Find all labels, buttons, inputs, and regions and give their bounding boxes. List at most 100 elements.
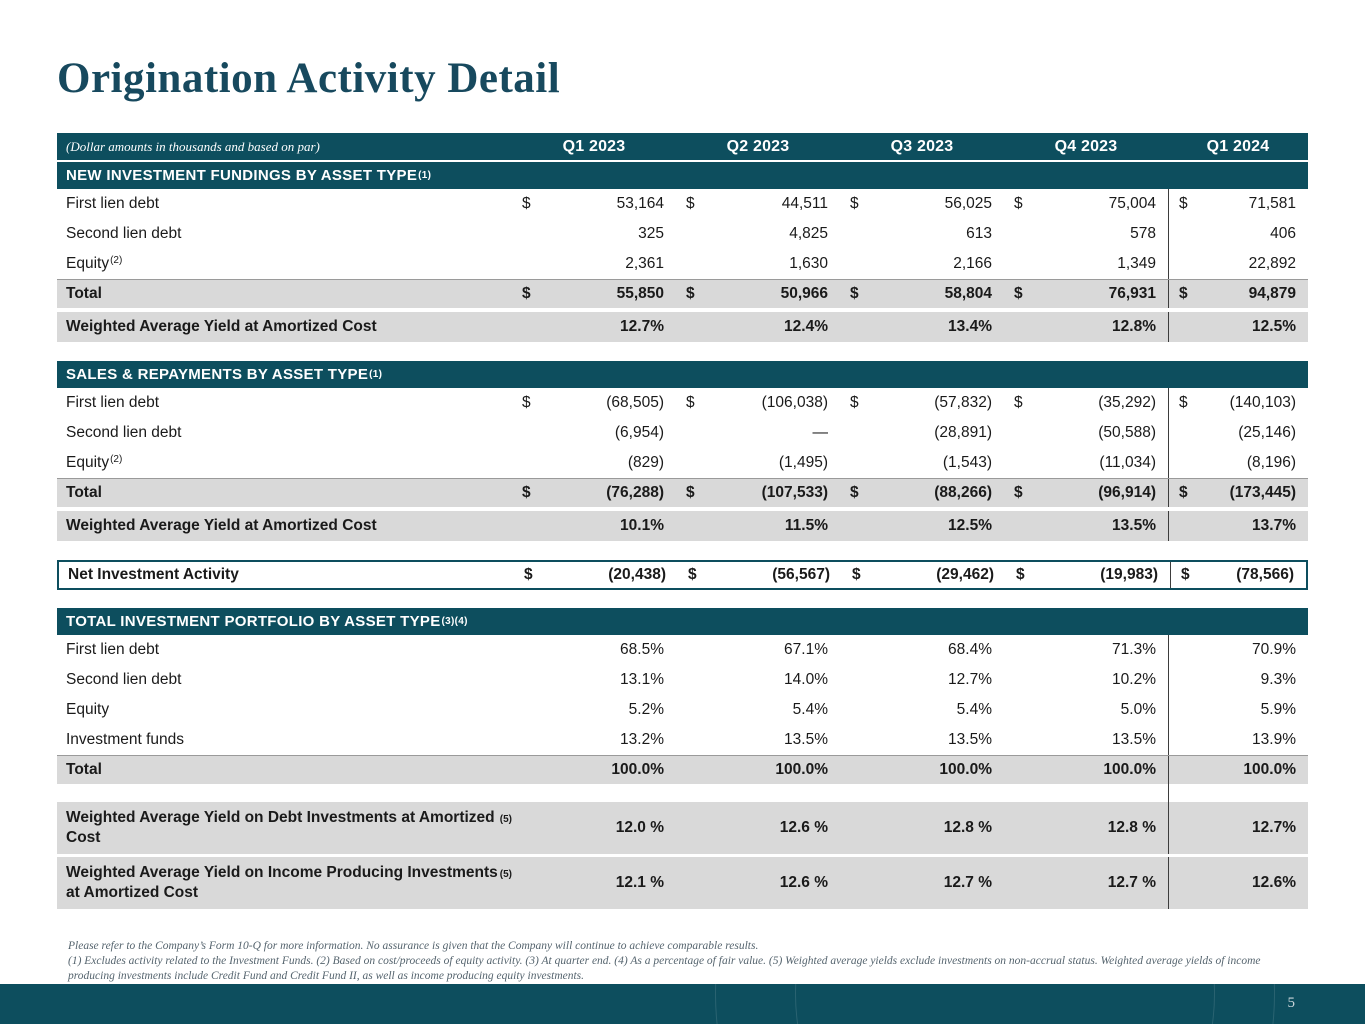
table-row: First lien debt $ (68,505) $ (106,038) $ (57,8…	[57, 388, 1308, 418]
value-cell: 4,825	[789, 225, 828, 242]
value-cell: 12.8%	[1112, 318, 1156, 335]
table-row: Total $55,850 $50,966 $58,804 $76,931 $94,879	[57, 279, 1308, 308]
table-header: (Dollar amounts in thousands and based o…	[57, 133, 1308, 160]
column-header: Q1 2023	[562, 137, 626, 155]
table-units-note: (Dollar amounts in thousands and based o…	[66, 138, 320, 154]
value-cell: 12.7%	[948, 671, 992, 688]
value-cell: 12.7 %	[1107, 874, 1156, 891]
table-section: SALES & REPAYMENTS BY ASSET TYPE (1) First…	[57, 361, 1308, 541]
row-label: Equity (2)	[66, 255, 123, 272]
row-label: Weighted Average Yield on Income Produci…	[66, 863, 512, 901]
row-label: Second lien debt	[66, 424, 182, 441]
section-heading: SALES & REPAYMENTS BY ASSET TYPE (1)	[57, 361, 1308, 388]
value-cell: $ (29,462)	[852, 566, 994, 583]
value-cell: 5.9%	[1168, 695, 1308, 725]
value-cell: 13.5%	[784, 731, 828, 748]
value-cell: $50,966	[686, 285, 828, 302]
row-label: First lien debt	[66, 195, 160, 212]
value-cell: (28,891)	[934, 424, 992, 441]
value-cell: 12.0 %	[615, 819, 664, 836]
value-cell: 9.3%	[1168, 665, 1308, 695]
value-cell: 68.4%	[948, 641, 992, 658]
value-cell: (25,146)	[1168, 418, 1308, 448]
value-cell: 2,361	[625, 255, 664, 272]
value-cell: 1,630	[789, 255, 828, 272]
value-cell: $ (78,566)	[1170, 562, 1306, 588]
value-cell: 2,166	[953, 255, 992, 272]
value-cell: $56,025	[850, 195, 992, 212]
value-cell: $53,164	[522, 195, 664, 212]
value-cell: (50,588)	[1098, 424, 1156, 441]
value-cell: (6,954)	[614, 424, 664, 441]
value-cell: 14.0%	[784, 671, 828, 688]
net-investment-activity-row: Net Investment Activity $ (20,438) $ (56,567…	[57, 560, 1308, 590]
value-cell: (1,543)	[942, 454, 992, 471]
value-cell: 10.2%	[1112, 671, 1156, 688]
row-label: Weighted Average Yield on Debt Investmen…	[66, 808, 512, 846]
row-label: Weighted Average Yield at Amortized Cost	[66, 517, 377, 534]
value-cell: 12.1 %	[615, 874, 664, 891]
value-cell: 12.6%	[1168, 857, 1308, 909]
row-label: First lien debt	[66, 394, 160, 411]
value-cell: 12.6 %	[779, 819, 828, 836]
value-cell: $ (96,914)	[1014, 484, 1156, 501]
origination-table: (Dollar amounts in thousands and based o…	[57, 133, 1308, 909]
value-cell: $ (140,103)	[1168, 388, 1308, 418]
table-row: Equity (2) (829) (1,495) (1,543) (11,034) (8,1…	[57, 448, 1308, 478]
value-cell: (829)	[627, 454, 664, 471]
column-header: Q3 2023	[890, 137, 954, 155]
table-row: Weighted Average Yield on Income Produci…	[57, 857, 1308, 909]
footnote-line: (1) Excludes activity related to the Inv…	[68, 954, 1261, 982]
value-cell: 406	[1168, 219, 1308, 249]
value-cell: 325	[638, 225, 664, 242]
value-cell: 70.9%	[1168, 635, 1308, 665]
value-cell: 12.8 %	[1107, 819, 1156, 836]
decorative-arc	[715, 984, 1275, 1024]
row-label: Equity	[66, 701, 110, 718]
column-header: Q4 2023	[1054, 137, 1118, 155]
value-cell: 13.1%	[620, 671, 664, 688]
row-label: Total	[66, 761, 102, 778]
table-row: Weighted Average Yield at Amortized Cost…	[57, 312, 1308, 342]
value-cell: $ (107,533)	[686, 484, 828, 501]
value-cell: 100.0%	[939, 761, 992, 778]
table-row: First lien debt 68.5% 67.1% 68.4% 71.3% 70.9%	[57, 635, 1308, 665]
value-cell: $ (173,445)	[1168, 479, 1308, 507]
table-row: Second lien debt 13.1% 14.0% 12.7% 10.2% 9.3%	[57, 665, 1308, 695]
value-cell: 100.0%	[1103, 761, 1156, 778]
value-cell: $58,804	[850, 285, 992, 302]
page-number: 5	[1287, 995, 1296, 1011]
value-cell: 71.3%	[1112, 641, 1156, 658]
table-row: Second lien debt (6,954) — (28,891) (50,588)…	[57, 418, 1308, 448]
value-cell: 12.4%	[784, 318, 828, 335]
value-cell: 12.6 %	[779, 874, 828, 891]
value-cell: 5.2%	[628, 701, 664, 718]
table-row: Weighted Average Yield on Debt Investmen…	[57, 802, 1308, 854]
value-cell: $94,879	[1168, 280, 1308, 308]
table-row: Equity 5.2% 5.4% 5.4% 5.0% 5.9%	[57, 695, 1308, 725]
value-cell: 12.7 %	[943, 874, 992, 891]
value-cell: 578	[1130, 225, 1156, 242]
value-cell: 13.5%	[948, 731, 992, 748]
row-label: Total	[66, 484, 102, 501]
table-row: Total 100.0% 100.0% 100.0% 100.0% 100.0%	[57, 755, 1308, 784]
value-cell: —	[812, 424, 829, 441]
row-label: First lien debt	[66, 641, 160, 658]
value-cell: 100.0%	[611, 761, 664, 778]
value-cell: 13.4%	[948, 318, 992, 335]
value-cell: $ (20,438)	[524, 566, 666, 583]
row-label: Net Investment Activity	[68, 566, 239, 583]
table-row: Second lien debt 325 4,825 613 578 406	[57, 219, 1308, 249]
value-cell: $ (56,567)	[688, 566, 830, 583]
value-cell: 12.7%	[620, 318, 664, 335]
column-header: Q2 2023	[726, 137, 790, 155]
row-label: Weighted Average Yield at Amortized Cost	[66, 318, 377, 335]
value-cell: $ (106,038)	[686, 394, 828, 411]
row-label: Second lien debt	[66, 225, 182, 242]
spacer-row	[57, 784, 1308, 802]
value-cell: 12.7%	[1168, 802, 1308, 854]
value-cell: (8,196)	[1168, 448, 1308, 478]
table-body: NEW INVESTMENT FUNDINGS BY ASSET TYPE (1)…	[57, 162, 1308, 909]
value-cell: 67.1%	[784, 641, 828, 658]
table-section: TOTAL INVESTMENT PORTFOLIO BY ASSET TYPE…	[57, 608, 1308, 909]
